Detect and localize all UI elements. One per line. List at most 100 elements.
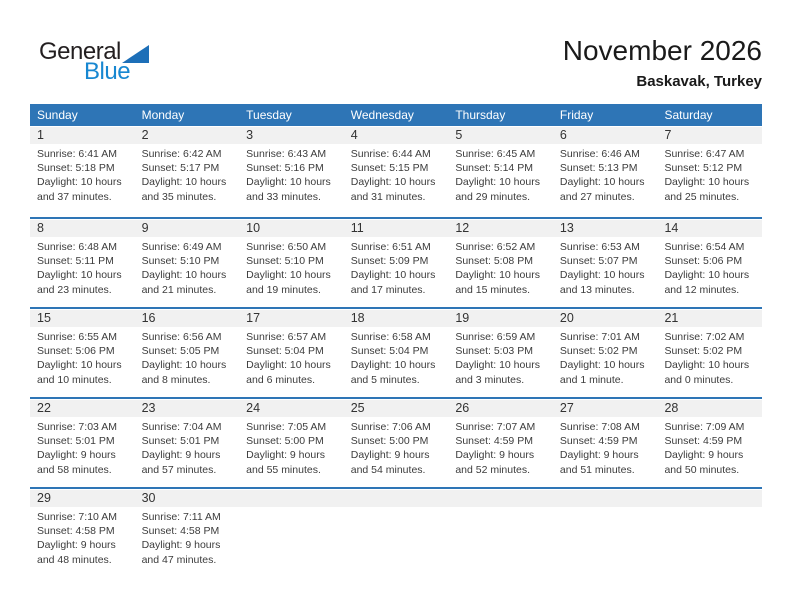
daylight-text: Daylight: 10 hours <box>37 269 122 282</box>
date-number <box>239 490 344 507</box>
day-cell: Sunrise: 7:01 AM Sunset: 5:02 PM Dayligh… <box>553 327 658 387</box>
date-number: 18 <box>350 311 365 325</box>
daylight-text: Daylight: 10 hours <box>246 176 331 189</box>
date-number: 30 <box>141 491 156 505</box>
date-number: 6 <box>559 128 567 142</box>
sunrise-text: Sunrise: 7:09 AM <box>664 421 745 433</box>
day-cell: Sunrise: 6:45 AM Sunset: 5:14 PM Dayligh… <box>448 144 553 204</box>
date-number-band: 29 30 <box>30 490 762 507</box>
daylight-text-cont: and 25 minutes. <box>664 190 740 203</box>
daylight-text: Daylight: 10 hours <box>141 359 227 372</box>
daylight-text: Daylight: 10 hours <box>246 269 331 282</box>
date-number: 15 <box>37 311 51 325</box>
daylight-text-cont: and 31 minutes. <box>350 190 426 203</box>
sunset-text: Sunset: 4:58 PM <box>141 525 220 538</box>
daylight-text: Daylight: 9 hours <box>246 449 325 462</box>
daylight-text-cont: and 19 minutes. <box>246 283 321 296</box>
weekday-wednesday: Wednesday <box>350 108 414 122</box>
daylight-text-cont: and 3 minutes. <box>455 373 525 386</box>
sunrise-text: Sunrise: 7:04 AM <box>141 421 222 433</box>
sunset-text: Sunset: 5:03 PM <box>455 345 533 358</box>
week-row-4: 22 23 24 25 26 27 28 Sunrise: 7:03 AM Su… <box>30 397 762 487</box>
sunrise-text: Sunrise: 6:43 AM <box>246 148 327 160</box>
date-number: 23 <box>141 401 156 415</box>
date-number-band: 15 16 17 18 19 20 21 <box>30 310 762 327</box>
daylight-text-cont: and 37 minutes. <box>37 190 112 203</box>
date-number: 19 <box>455 311 470 325</box>
date-number: 4 <box>350 128 358 142</box>
daylight-text-cont: and 58 minutes. <box>37 463 112 476</box>
daylight-text: Daylight: 10 hours <box>455 269 540 282</box>
daylight-text: Daylight: 10 hours <box>664 359 750 372</box>
daylight-text-cont: and 15 minutes. <box>455 283 531 296</box>
week-cells: Sunrise: 6:41 AM Sunset: 5:18 PM Dayligh… <box>30 144 762 204</box>
daylight-text-cont: and 13 minutes. <box>559 283 635 296</box>
sunset-text: Sunset: 5:12 PM <box>664 162 743 175</box>
daylight-text-cont: and 54 minutes. <box>350 463 426 476</box>
daylight-text: Daylight: 9 hours <box>37 539 116 552</box>
sunrise-text: Sunrise: 6:49 AM <box>141 241 222 253</box>
day-cell: Sunrise: 6:46 AM Sunset: 5:13 PM Dayligh… <box>553 144 658 204</box>
logo-triangle-icon <box>121 45 149 63</box>
daylight-text: Daylight: 9 hours <box>455 449 535 462</box>
day-cell: Sunrise: 7:09 AM Sunset: 4:59 PM Dayligh… <box>657 417 762 477</box>
sunset-text: Sunset: 4:59 PM <box>455 435 533 448</box>
daylight-text-cont: and 8 minutes. <box>141 373 211 386</box>
week-cells: Sunrise: 7:10 AM Sunset: 4:58 PM Dayligh… <box>30 507 762 567</box>
day-cell: Sunrise: 6:51 AM Sunset: 5:09 PM Dayligh… <box>344 237 449 297</box>
date-number: 11 <box>350 221 364 235</box>
date-number <box>344 490 449 507</box>
date-number: 24 <box>246 401 261 415</box>
week-row-2: 8 9 10 11 12 13 14 Sunrise: 6:48 AM Suns… <box>30 217 762 307</box>
day-cell: Sunrise: 6:48 AM Sunset: 5:11 PM Dayligh… <box>30 237 135 297</box>
daylight-text-cont: and 23 minutes. <box>37 283 112 296</box>
daylight-text-cont: and 55 minutes. <box>246 463 321 476</box>
daylight-text: Daylight: 9 hours <box>559 449 639 462</box>
weekday-thursday: Thursday <box>455 108 506 122</box>
sunrise-text: Sunrise: 7:07 AM <box>455 421 536 433</box>
sunrise-text: Sunrise: 7:05 AM <box>246 421 327 433</box>
weekday-friday: Friday <box>559 108 594 122</box>
sunset-text: Sunset: 5:05 PM <box>141 345 220 358</box>
sunset-text: Sunset: 5:14 PM <box>455 162 533 175</box>
daylight-text-cont: and 33 minutes. <box>246 190 321 203</box>
daylight-text: Daylight: 10 hours <box>37 176 122 189</box>
sunrise-text: Sunrise: 7:06 AM <box>350 421 431 433</box>
daylight-text-cont: and 1 minute. <box>559 373 624 386</box>
date-number: 20 <box>559 311 574 325</box>
sunset-text: Sunset: 5:02 PM <box>664 345 743 358</box>
day-cell: Sunrise: 6:53 AM Sunset: 5:07 PM Dayligh… <box>553 237 658 297</box>
sunset-text: Sunset: 5:00 PM <box>350 435 429 448</box>
sunrise-text: Sunrise: 6:52 AM <box>455 241 536 253</box>
week-cells: Sunrise: 7:03 AM Sunset: 5:01 PM Dayligh… <box>30 417 762 477</box>
day-cell: Sunrise: 6:42 AM Sunset: 5:17 PM Dayligh… <box>135 144 240 204</box>
daylight-text: Daylight: 9 hours <box>37 449 116 462</box>
weekday-saturday: Saturday <box>664 108 713 122</box>
weekday-header-row: Sunday Monday Tuesday Wednesday Thursday… <box>30 104 762 126</box>
sunrise-text: Sunrise: 7:03 AM <box>37 421 117 433</box>
day-cell: Sunrise: 7:04 AM Sunset: 5:01 PM Dayligh… <box>135 417 240 477</box>
sunrise-text: Sunrise: 6:44 AM <box>350 148 431 160</box>
date-number: 29 <box>37 491 51 505</box>
day-cell: Sunrise: 6:43 AM Sunset: 5:16 PM Dayligh… <box>239 144 344 204</box>
date-number-band: 1 2 3 4 5 6 7 <box>30 127 762 144</box>
day-cell: Sunrise: 6:55 AM Sunset: 5:06 PM Dayligh… <box>30 327 135 387</box>
date-number: 1 <box>37 128 44 142</box>
weekday-tuesday: Tuesday <box>246 108 292 122</box>
day-cell: Sunrise: 6:58 AM Sunset: 5:04 PM Dayligh… <box>344 327 449 387</box>
sunrise-text: Sunrise: 6:53 AM <box>559 241 640 253</box>
daylight-text: Daylight: 9 hours <box>141 449 221 462</box>
day-cell: Sunrise: 7:08 AM Sunset: 4:59 PM Dayligh… <box>553 417 658 477</box>
sunset-text: Sunset: 5:11 PM <box>37 255 114 268</box>
day-cell: Sunrise: 7:11 AM Sunset: 4:58 PM Dayligh… <box>135 507 240 567</box>
sunrise-text: Sunrise: 6:47 AM <box>664 148 745 160</box>
daylight-text-cont: and 5 minutes. <box>350 373 420 386</box>
date-number: 9 <box>141 221 149 235</box>
daylight-text: Daylight: 10 hours <box>350 359 436 372</box>
date-number: 5 <box>455 128 463 142</box>
sunset-text: Sunset: 5:06 PM <box>37 345 115 358</box>
daylight-text: Daylight: 10 hours <box>350 176 436 189</box>
sunset-text: Sunset: 5:16 PM <box>246 162 324 175</box>
sunrise-text: Sunrise: 6:54 AM <box>664 241 745 253</box>
